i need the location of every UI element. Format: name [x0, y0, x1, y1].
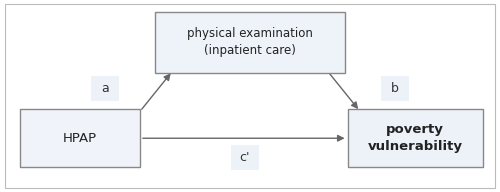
Text: b: b [391, 82, 399, 95]
Text: c': c' [240, 151, 250, 164]
FancyBboxPatch shape [231, 145, 259, 170]
FancyBboxPatch shape [20, 109, 140, 167]
Text: a: a [101, 82, 109, 95]
FancyBboxPatch shape [348, 109, 482, 167]
FancyBboxPatch shape [155, 12, 345, 73]
Text: poverty
vulnerability: poverty vulnerability [368, 123, 462, 153]
FancyBboxPatch shape [91, 76, 119, 101]
Text: physical examination
(inpatient care): physical examination (inpatient care) [187, 27, 313, 57]
Text: HPAP: HPAP [63, 132, 97, 145]
FancyBboxPatch shape [382, 76, 409, 101]
